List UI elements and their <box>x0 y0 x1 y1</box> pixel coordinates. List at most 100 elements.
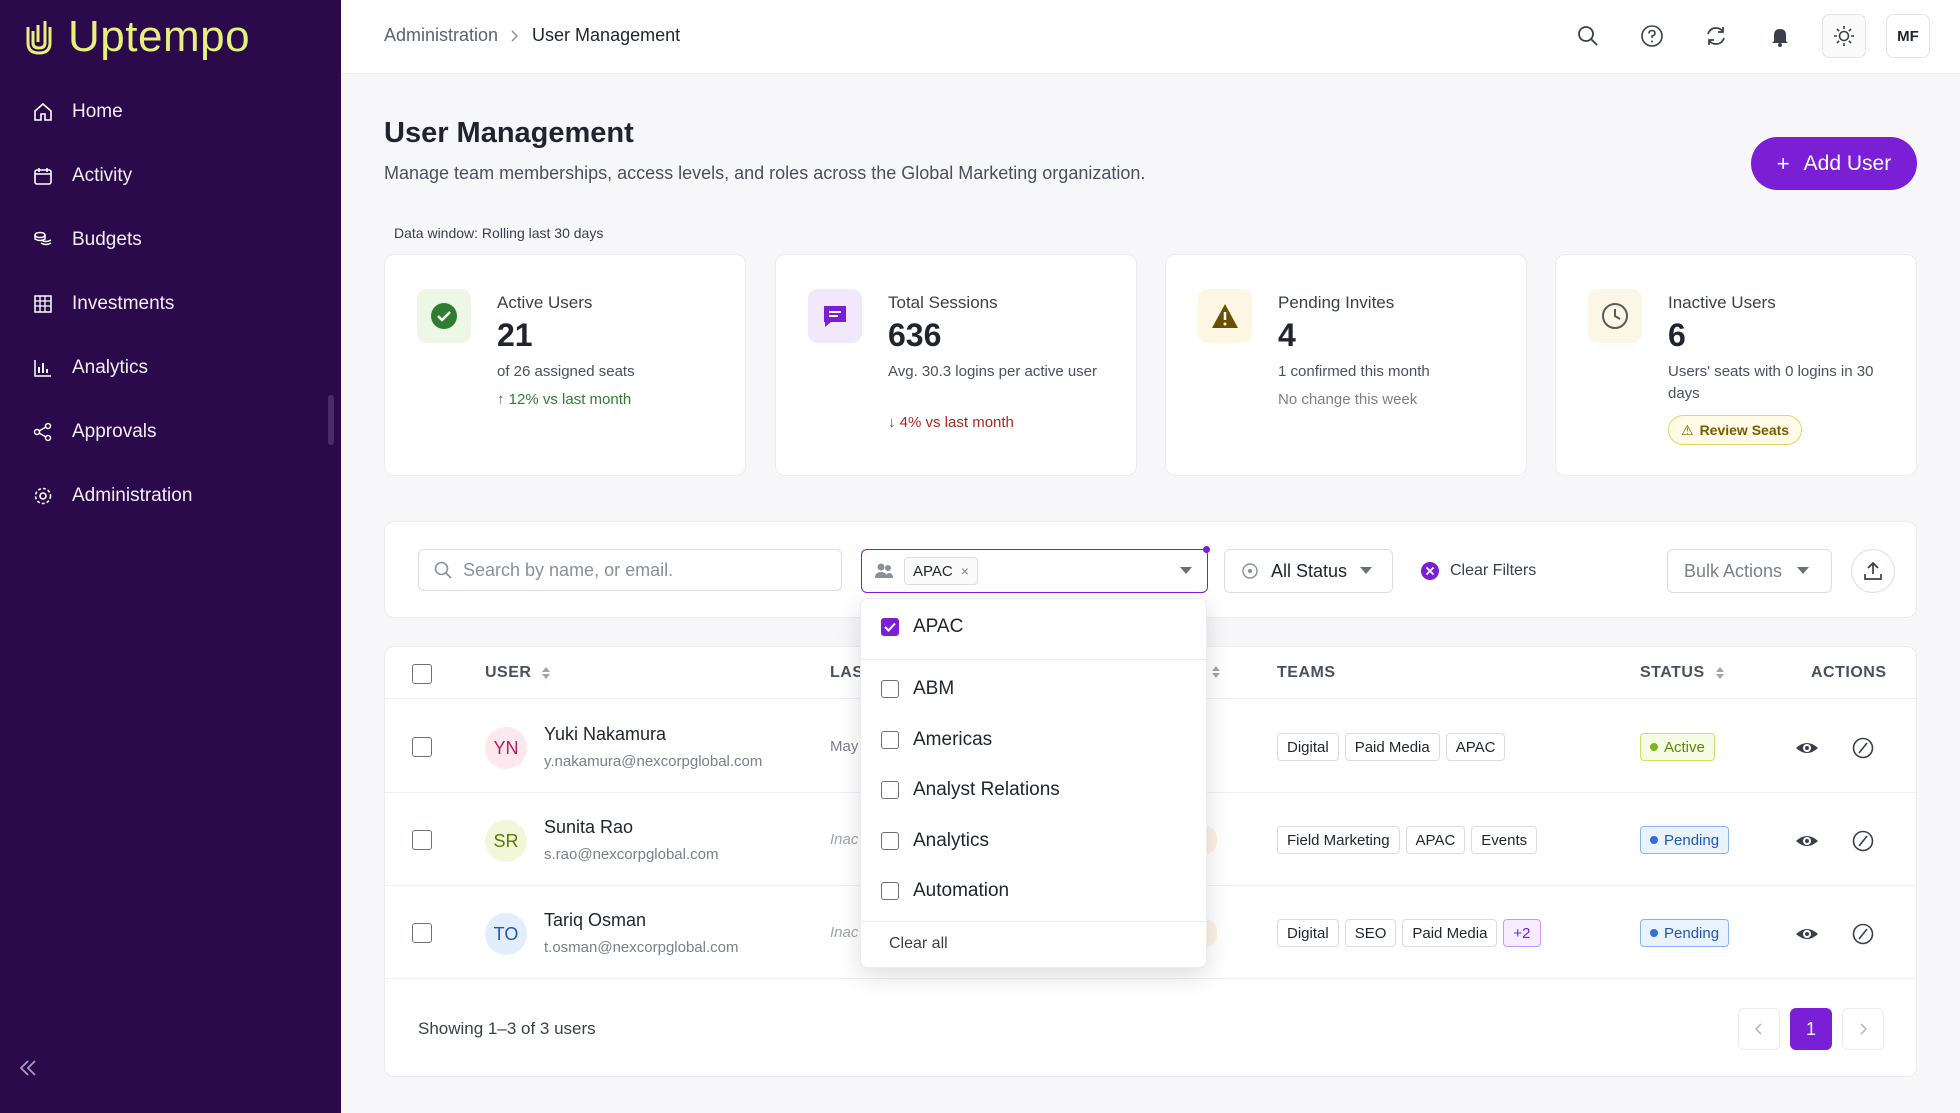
more-teams-tag[interactable]: +2 <box>1503 919 1541 947</box>
theme-toggle-button[interactable] <box>1822 14 1866 58</box>
stat-label: Total Sessions <box>888 293 998 312</box>
column-status[interactable]: STATUS <box>1640 664 1725 682</box>
stat-card-inactive-users: Inactive Users 6 Users' seats with 0 log… <box>1555 254 1917 476</box>
row-checkbox[interactable] <box>412 923 432 943</box>
team-option-analytics[interactable]: Analytics <box>881 829 989 853</box>
stat-card-pending-invites: Pending Invites 4 1 confirmed this month… <box>1165 254 1527 476</box>
checkbox[interactable] <box>881 680 899 698</box>
next-page-button[interactable] <box>1842 1008 1884 1050</box>
sidebar-item-budgets[interactable]: Budgets <box>0 208 341 272</box>
page-1-button[interactable]: 1 <box>1790 1008 1832 1050</box>
sidebar-scrollbar[interactable] <box>328 395 334 445</box>
view-user-button[interactable] <box>1795 829 1819 853</box>
pagination: 1 <box>1738 1008 1884 1050</box>
team-option-analyst-relations[interactable]: Analyst Relations <box>881 778 1060 802</box>
column-hidden-sort[interactable] <box>1211 664 1221 680</box>
checkbox[interactable] <box>881 731 899 749</box>
deactivate-user-button[interactable] <box>1851 922 1875 946</box>
team-filter-select[interactable]: APAC × <box>861 546 1210 593</box>
clear-filters-label: Clear Filters <box>1450 562 1537 579</box>
focus-indicator <box>1203 546 1210 553</box>
view-user-button[interactable] <box>1795 922 1819 946</box>
team-tag: SEO <box>1344 919 1397 947</box>
breadcrumb-administration[interactable]: Administration <box>384 25 499 45</box>
user-name[interactable]: Sunita Rao <box>544 817 634 837</box>
help-icon <box>1641 25 1663 47</box>
last-active-value: Inac <box>830 924 859 941</box>
topbar: Administration User Management MF <box>341 0 1960 74</box>
checkbox[interactable] <box>881 882 899 900</box>
team-option-label: APAC <box>913 616 964 637</box>
user-avatar[interactable]: MF <box>1886 14 1930 58</box>
clear-filters-button[interactable]: Clear Filters <box>1420 549 1536 593</box>
team-filter-dropdown: APAC ABM Americas Analyst Relations Anal… <box>860 598 1207 968</box>
team-tag: Paid Media <box>1402 919 1498 947</box>
search-button[interactable] <box>1566 14 1610 58</box>
deactivate-user-button[interactable] <box>1851 736 1875 760</box>
sidebar-item-investments[interactable]: Investments <box>0 272 341 336</box>
checkbox[interactable] <box>881 832 899 850</box>
add-user-button[interactable]: + Add User <box>1751 137 1917 190</box>
showing-count: Showing 1–3 of 3 users <box>418 1019 596 1038</box>
checkbox[interactable] <box>881 781 899 799</box>
stat-label: Inactive Users <box>1668 293 1776 312</box>
review-seats-button[interactable]: ⚠ Review Seats <box>1668 415 1803 445</box>
sidebar-item-label: Activity <box>72 165 133 186</box>
row-checkbox[interactable] <box>412 737 432 757</box>
team-option-abm[interactable]: ABM <box>881 677 954 701</box>
status-dot <box>1650 836 1658 844</box>
collapse-sidebar-button[interactable] <box>16 1056 40 1080</box>
refresh-button[interactable] <box>1694 14 1738 58</box>
home-icon <box>32 101 54 123</box>
help-button[interactable] <box>1630 14 1674 58</box>
team-tag: APAC <box>1405 826 1466 854</box>
deactivate-user-button[interactable] <box>1851 829 1875 853</box>
breadcrumb: Administration User Management <box>384 25 680 46</box>
clear-all-button[interactable]: Clear all <box>889 935 948 952</box>
status-badge: Active <box>1640 733 1715 761</box>
notifications-button[interactable] <box>1758 14 1802 58</box>
team-option-americas[interactable]: Americas <box>881 728 992 752</box>
user-name[interactable]: Tariq Osman <box>544 910 647 930</box>
user-name[interactable]: Yuki Nakamura <box>544 724 667 744</box>
caret-down-icon <box>1797 567 1810 574</box>
sidebar-item-analytics[interactable]: Analytics <box>0 336 341 400</box>
sidebar-item-label: Budgets <box>72 229 142 250</box>
search-input[interactable] <box>463 559 823 581</box>
select-all-checkbox[interactable] <box>412 664 432 684</box>
sidebar-item-approvals[interactable]: Approvals <box>0 400 341 464</box>
sidebar-item-administration[interactable]: Administration <box>0 464 341 528</box>
eye-icon <box>1796 743 1818 753</box>
column-user[interactable]: USER <box>485 664 551 682</box>
bulk-actions-select[interactable]: Bulk Actions <box>1667 549 1832 593</box>
sidebar-item-activity[interactable]: Activity <box>0 144 341 208</box>
export-button[interactable] <box>1851 549 1895 593</box>
status-dot <box>1650 743 1658 751</box>
chat-icon <box>808 289 862 343</box>
app-logo[interactable]: Uptempo <box>24 12 250 62</box>
table-row[interactable]: SR Sunita Rao s.rao@nexcorpglobal.com In… <box>385 793 1916 886</box>
stat-trend: No change this week <box>1278 391 1417 408</box>
search-icon <box>1578 26 1598 46</box>
arrow-up-icon: ↑ <box>497 391 505 408</box>
stat-value: 636 <box>888 317 942 353</box>
row-checkbox[interactable] <box>412 830 432 850</box>
view-user-button[interactable] <box>1795 736 1819 760</box>
stat-value: 6 <box>1668 317 1686 353</box>
prev-page-button[interactable] <box>1738 1008 1780 1050</box>
clear-circle-icon <box>1421 562 1439 580</box>
team-option-apac[interactable]: APAC <box>881 615 963 639</box>
sidebar-item-home[interactable]: Home <box>0 80 341 144</box>
gear-icon <box>32 485 54 507</box>
ban-icon <box>1852 830 1874 852</box>
team-option-automation[interactable]: Automation <box>881 879 1009 903</box>
stat-trend: ↓ 4% vs last month <box>888 414 1014 431</box>
remove-chip-icon[interactable]: × <box>960 563 969 579</box>
stat-label: Active Users <box>497 293 593 312</box>
column-last-active[interactable]: LAS <box>830 664 864 682</box>
stat-description: of 26 assigned seats <box>497 363 635 380</box>
checkbox-checked[interactable] <box>881 618 899 636</box>
check-icon <box>884 622 896 632</box>
status-filter-select[interactable]: All Status <box>1224 549 1393 593</box>
bell-icon <box>1772 29 1788 47</box>
